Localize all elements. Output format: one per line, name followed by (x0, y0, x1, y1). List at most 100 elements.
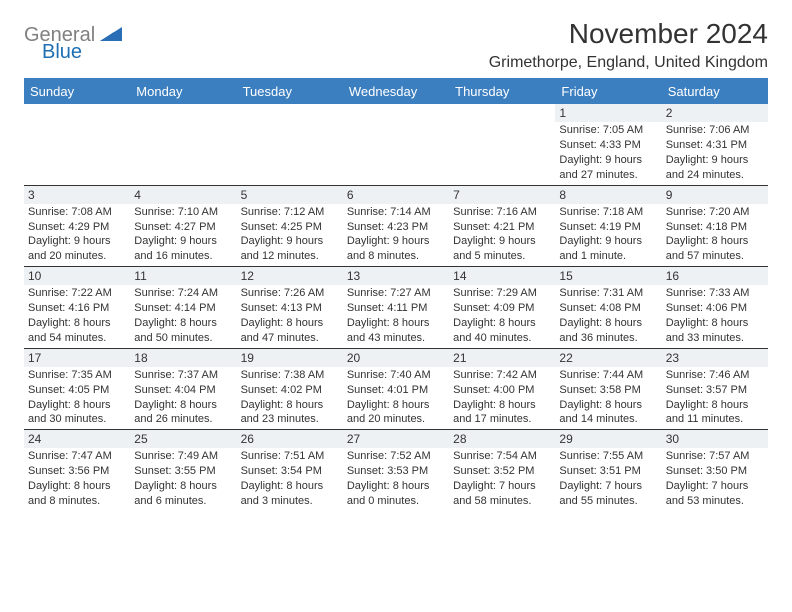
sunrise-line: Sunrise: 7:33 AM (666, 286, 764, 301)
day-cell: 29Sunrise: 7:55 AMSunset: 3:51 PMDayligh… (555, 430, 661, 511)
sunrise-line: Sunrise: 7:57 AM (666, 449, 764, 464)
day-body: Sunrise: 7:31 AMSunset: 4:08 PMDaylight:… (555, 286, 661, 347)
daylight-line: Daylight: 8 hours and 23 minutes. (241, 398, 339, 428)
day-number: 18 (130, 349, 236, 367)
sunset-line: Sunset: 3:52 PM (453, 464, 551, 479)
sunrise-line: Sunrise: 7:49 AM (134, 449, 232, 464)
sunrise-line: Sunrise: 7:40 AM (347, 368, 445, 383)
day-number: 23 (662, 349, 768, 367)
sunset-line: Sunset: 4:29 PM (28, 220, 126, 235)
day-cell: 18Sunrise: 7:37 AMSunset: 4:04 PMDayligh… (130, 349, 236, 430)
sunrise-line: Sunrise: 7:29 AM (453, 286, 551, 301)
logo: General Blue (24, 18, 122, 64)
day-number: 4 (130, 186, 236, 204)
daylight-line: Daylight: 9 hours and 5 minutes. (453, 234, 551, 264)
day-body: Sunrise: 7:35 AMSunset: 4:05 PMDaylight:… (24, 368, 130, 429)
day-of-week-header: Sunday Monday Tuesday Wednesday Thursday… (24, 80, 768, 104)
sunset-line: Sunset: 4:02 PM (241, 383, 339, 398)
day-cell: 10Sunrise: 7:22 AMSunset: 4:16 PMDayligh… (24, 267, 130, 348)
dow-thursday: Thursday (449, 80, 555, 104)
daylight-line: Daylight: 8 hours and 33 minutes. (666, 316, 764, 346)
daylight-line: Daylight: 8 hours and 26 minutes. (134, 398, 232, 428)
sunrise-line: Sunrise: 7:26 AM (241, 286, 339, 301)
sunrise-line: Sunrise: 7:35 AM (28, 368, 126, 383)
sunrise-line: Sunrise: 7:14 AM (347, 205, 445, 220)
sunrise-line: Sunrise: 7:27 AM (347, 286, 445, 301)
day-cell: 6Sunrise: 7:14 AMSunset: 4:23 PMDaylight… (343, 186, 449, 267)
sunrise-line: Sunrise: 7:51 AM (241, 449, 339, 464)
day-cell: 14Sunrise: 7:29 AMSunset: 4:09 PMDayligh… (449, 267, 555, 348)
daylight-line: Daylight: 9 hours and 12 minutes. (241, 234, 339, 264)
sunset-line: Sunset: 3:58 PM (559, 383, 657, 398)
day-number: 30 (662, 430, 768, 448)
daylight-line: Daylight: 8 hours and 47 minutes. (241, 316, 339, 346)
sunset-line: Sunset: 4:05 PM (28, 383, 126, 398)
sunset-line: Sunset: 4:00 PM (453, 383, 551, 398)
day-number: 5 (237, 186, 343, 204)
daylight-line: Daylight: 8 hours and 11 minutes. (666, 398, 764, 428)
sunset-line: Sunset: 4:09 PM (453, 301, 551, 316)
daylight-line: Daylight: 9 hours and 20 minutes. (28, 234, 126, 264)
day-number: 9 (662, 186, 768, 204)
day-number: 20 (343, 349, 449, 367)
daylight-line: Daylight: 8 hours and 8 minutes. (28, 479, 126, 509)
sunset-line: Sunset: 3:50 PM (666, 464, 764, 479)
day-number: 29 (555, 430, 661, 448)
daylight-line: Daylight: 7 hours and 53 minutes. (666, 479, 764, 509)
day-number: 24 (24, 430, 130, 448)
sunset-line: Sunset: 4:04 PM (134, 383, 232, 398)
day-cell: 26Sunrise: 7:51 AMSunset: 3:54 PMDayligh… (237, 430, 343, 511)
week-row: 17Sunrise: 7:35 AMSunset: 4:05 PMDayligh… (24, 348, 768, 430)
sunrise-line: Sunrise: 7:31 AM (559, 286, 657, 301)
day-number: 13 (343, 267, 449, 285)
day-cell: 21Sunrise: 7:42 AMSunset: 4:00 PMDayligh… (449, 349, 555, 430)
day-body: Sunrise: 7:24 AMSunset: 4:14 PMDaylight:… (130, 286, 236, 347)
sunset-line: Sunset: 4:11 PM (347, 301, 445, 316)
day-cell: 15Sunrise: 7:31 AMSunset: 4:08 PMDayligh… (555, 267, 661, 348)
day-cell: 19Sunrise: 7:38 AMSunset: 4:02 PMDayligh… (237, 349, 343, 430)
day-body: Sunrise: 7:52 AMSunset: 3:53 PMDaylight:… (343, 449, 449, 510)
daylight-line: Daylight: 8 hours and 6 minutes. (134, 479, 232, 509)
day-number: 17 (24, 349, 130, 367)
sunset-line: Sunset: 4:18 PM (666, 220, 764, 235)
logo-triangle-icon (100, 27, 122, 46)
day-body: Sunrise: 7:27 AMSunset: 4:11 PMDaylight:… (343, 286, 449, 347)
sunrise-line: Sunrise: 7:55 AM (559, 449, 657, 464)
daylight-line: Daylight: 9 hours and 1 minute. (559, 234, 657, 264)
sunrise-line: Sunrise: 7:22 AM (28, 286, 126, 301)
sunrise-line: Sunrise: 7:52 AM (347, 449, 445, 464)
day-number: 8 (555, 186, 661, 204)
day-cell: 5Sunrise: 7:12 AMSunset: 4:25 PMDaylight… (237, 186, 343, 267)
dow-wednesday: Wednesday (343, 80, 449, 104)
day-number: 7 (449, 186, 555, 204)
day-body: Sunrise: 7:10 AMSunset: 4:27 PMDaylight:… (130, 205, 236, 266)
day-number: 14 (449, 267, 555, 285)
day-number: 25 (130, 430, 236, 448)
day-number: 15 (555, 267, 661, 285)
weeks: 1Sunrise: 7:05 AMSunset: 4:33 PMDaylight… (24, 104, 768, 511)
day-number: 3 (24, 186, 130, 204)
day-body: Sunrise: 7:14 AMSunset: 4:23 PMDaylight:… (343, 205, 449, 266)
day-body: Sunrise: 7:38 AMSunset: 4:02 PMDaylight:… (237, 368, 343, 429)
dow-monday: Monday (130, 80, 236, 104)
day-body: Sunrise: 7:54 AMSunset: 3:52 PMDaylight:… (449, 449, 555, 510)
day-body: Sunrise: 7:55 AMSunset: 3:51 PMDaylight:… (555, 449, 661, 510)
sunset-line: Sunset: 3:56 PM (28, 464, 126, 479)
sunset-line: Sunset: 4:16 PM (28, 301, 126, 316)
sunset-line: Sunset: 3:57 PM (666, 383, 764, 398)
sunrise-line: Sunrise: 7:24 AM (134, 286, 232, 301)
day-body: Sunrise: 7:08 AMSunset: 4:29 PMDaylight:… (24, 205, 130, 266)
day-body: Sunrise: 7:33 AMSunset: 4:06 PMDaylight:… (662, 286, 768, 347)
day-cell: 16Sunrise: 7:33 AMSunset: 4:06 PMDayligh… (662, 267, 768, 348)
sunset-line: Sunset: 4:33 PM (559, 138, 657, 153)
day-number: 19 (237, 349, 343, 367)
daylight-line: Daylight: 9 hours and 27 minutes. (559, 153, 657, 183)
day-body: Sunrise: 7:49 AMSunset: 3:55 PMDaylight:… (130, 449, 236, 510)
day-body: Sunrise: 7:29 AMSunset: 4:09 PMDaylight:… (449, 286, 555, 347)
day-body: Sunrise: 7:20 AMSunset: 4:18 PMDaylight:… (662, 205, 768, 266)
sunset-line: Sunset: 3:54 PM (241, 464, 339, 479)
logo-text: General Blue (24, 24, 122, 64)
sunrise-line: Sunrise: 7:37 AM (134, 368, 232, 383)
sunset-line: Sunset: 4:23 PM (347, 220, 445, 235)
day-number: 1 (555, 104, 661, 122)
